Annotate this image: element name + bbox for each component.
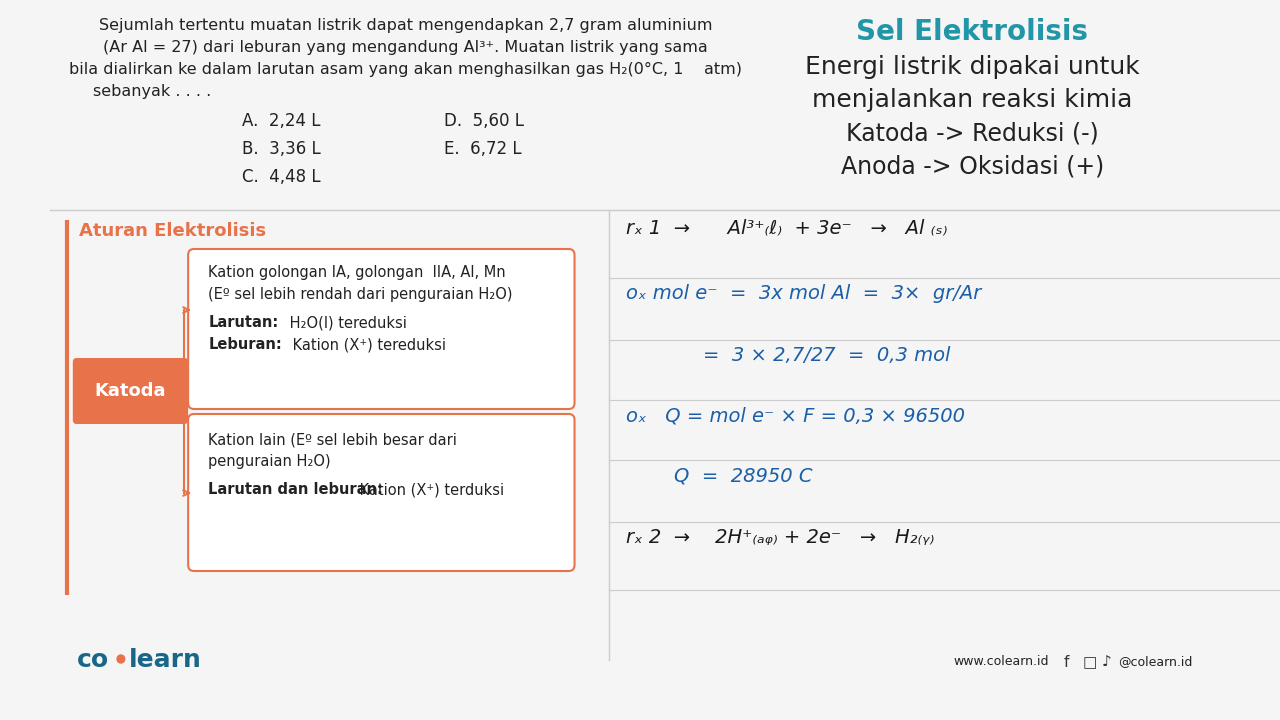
Text: menjalankan reaksi kimia: menjalankan reaksi kimia [813, 88, 1133, 112]
Text: B.  3,36 L: B. 3,36 L [242, 140, 321, 158]
Text: Q  =  28950 C: Q = 28950 C [675, 466, 813, 485]
Text: learn: learn [128, 648, 201, 672]
Text: H₂O(l) tereduksi: H₂O(l) tereduksi [285, 315, 407, 330]
Circle shape [116, 655, 124, 663]
Text: Larutan dan leburan:: Larutan dan leburan: [209, 482, 383, 497]
Text: Sel Elektrolisis: Sel Elektrolisis [856, 18, 1088, 46]
Text: Anoda -> Oksidasi (+): Anoda -> Oksidasi (+) [841, 154, 1105, 178]
Text: www.colearn.id: www.colearn.id [954, 655, 1048, 668]
Text: C.  4,48 L: C. 4,48 L [242, 168, 320, 186]
Text: Kation (X⁺) tereduksi: Kation (X⁺) tereduksi [288, 337, 447, 352]
Text: Aturan Elektrolisis: Aturan Elektrolisis [78, 222, 266, 240]
Text: penguraian H₂O): penguraian H₂O) [209, 454, 332, 469]
Text: bila dialirkan ke dalam larutan asam yang akan menghasilkan gas H₂(0°C, 1    atm: bila dialirkan ke dalam larutan asam yan… [69, 62, 742, 77]
Text: ♪: ♪ [1102, 655, 1112, 670]
FancyBboxPatch shape [73, 358, 188, 424]
Text: oₓ mol e⁻  =  3x mol Al  =  3×  gr/Ar: oₓ mol e⁻ = 3x mol Al = 3× gr/Ar [626, 284, 982, 303]
Text: (Ar Al = 27) dari leburan yang mengandung Al³⁺. Muatan listrik yang sama: (Ar Al = 27) dari leburan yang mengandun… [102, 40, 708, 55]
Text: Kation golongan IA, golongan  IIA, Al, Mn: Kation golongan IA, golongan IIA, Al, Mn [209, 265, 506, 280]
Text: sebanyak . . . .: sebanyak . . . . [93, 84, 211, 99]
Text: rₓ 2  →    2H⁺₍ₐᵩ₎ + 2e⁻   →   H₂₍ᵧ₎: rₓ 2 → 2H⁺₍ₐᵩ₎ + 2e⁻ → H₂₍ᵧ₎ [626, 528, 934, 547]
FancyBboxPatch shape [188, 414, 575, 571]
Text: Katoda -> Reduksi (-): Katoda -> Reduksi (-) [846, 121, 1098, 145]
Text: E.  6,72 L: E. 6,72 L [444, 140, 521, 158]
Text: D.  5,60 L: D. 5,60 L [444, 112, 524, 130]
Text: Energi listrik dipakai untuk: Energi listrik dipakai untuk [805, 55, 1139, 79]
Text: □: □ [1083, 655, 1097, 670]
Text: Leburan:: Leburan: [209, 337, 282, 352]
Text: Katoda: Katoda [95, 382, 166, 400]
Text: co: co [77, 648, 109, 672]
FancyBboxPatch shape [188, 249, 575, 409]
Text: A.  2,24 L: A. 2,24 L [242, 112, 320, 130]
Text: oₓ   Q = mol e⁻ × F = 0,3 × 96500: oₓ Q = mol e⁻ × F = 0,3 × 96500 [626, 406, 965, 425]
Text: rₓ 1  →      Al³⁺₍ℓ₎  + 3e⁻   →   Al ₍ₛ₎: rₓ 1 → Al³⁺₍ℓ₎ + 3e⁻ → Al ₍ₛ₎ [626, 218, 947, 237]
Text: Larutan:: Larutan: [209, 315, 279, 330]
Text: Sejumlah tertentu muatan listrik dapat mengendapkan 2,7 gram aluminium: Sejumlah tertentu muatan listrik dapat m… [99, 18, 712, 33]
Text: Kation (X⁺) terduksi: Kation (X⁺) terduksi [356, 482, 504, 497]
Text: Kation lain (Eº sel lebih besar dari: Kation lain (Eº sel lebih besar dari [209, 432, 457, 447]
Text: @colearn.id: @colearn.id [1119, 655, 1193, 668]
Text: f: f [1064, 655, 1069, 670]
Text: (Eº sel lebih rendah dari penguraian H₂O): (Eº sel lebih rendah dari penguraian H₂O… [209, 287, 513, 302]
Text: =  3 × 2,7/27  =  0,3 mol: = 3 × 2,7/27 = 0,3 mol [703, 346, 951, 365]
